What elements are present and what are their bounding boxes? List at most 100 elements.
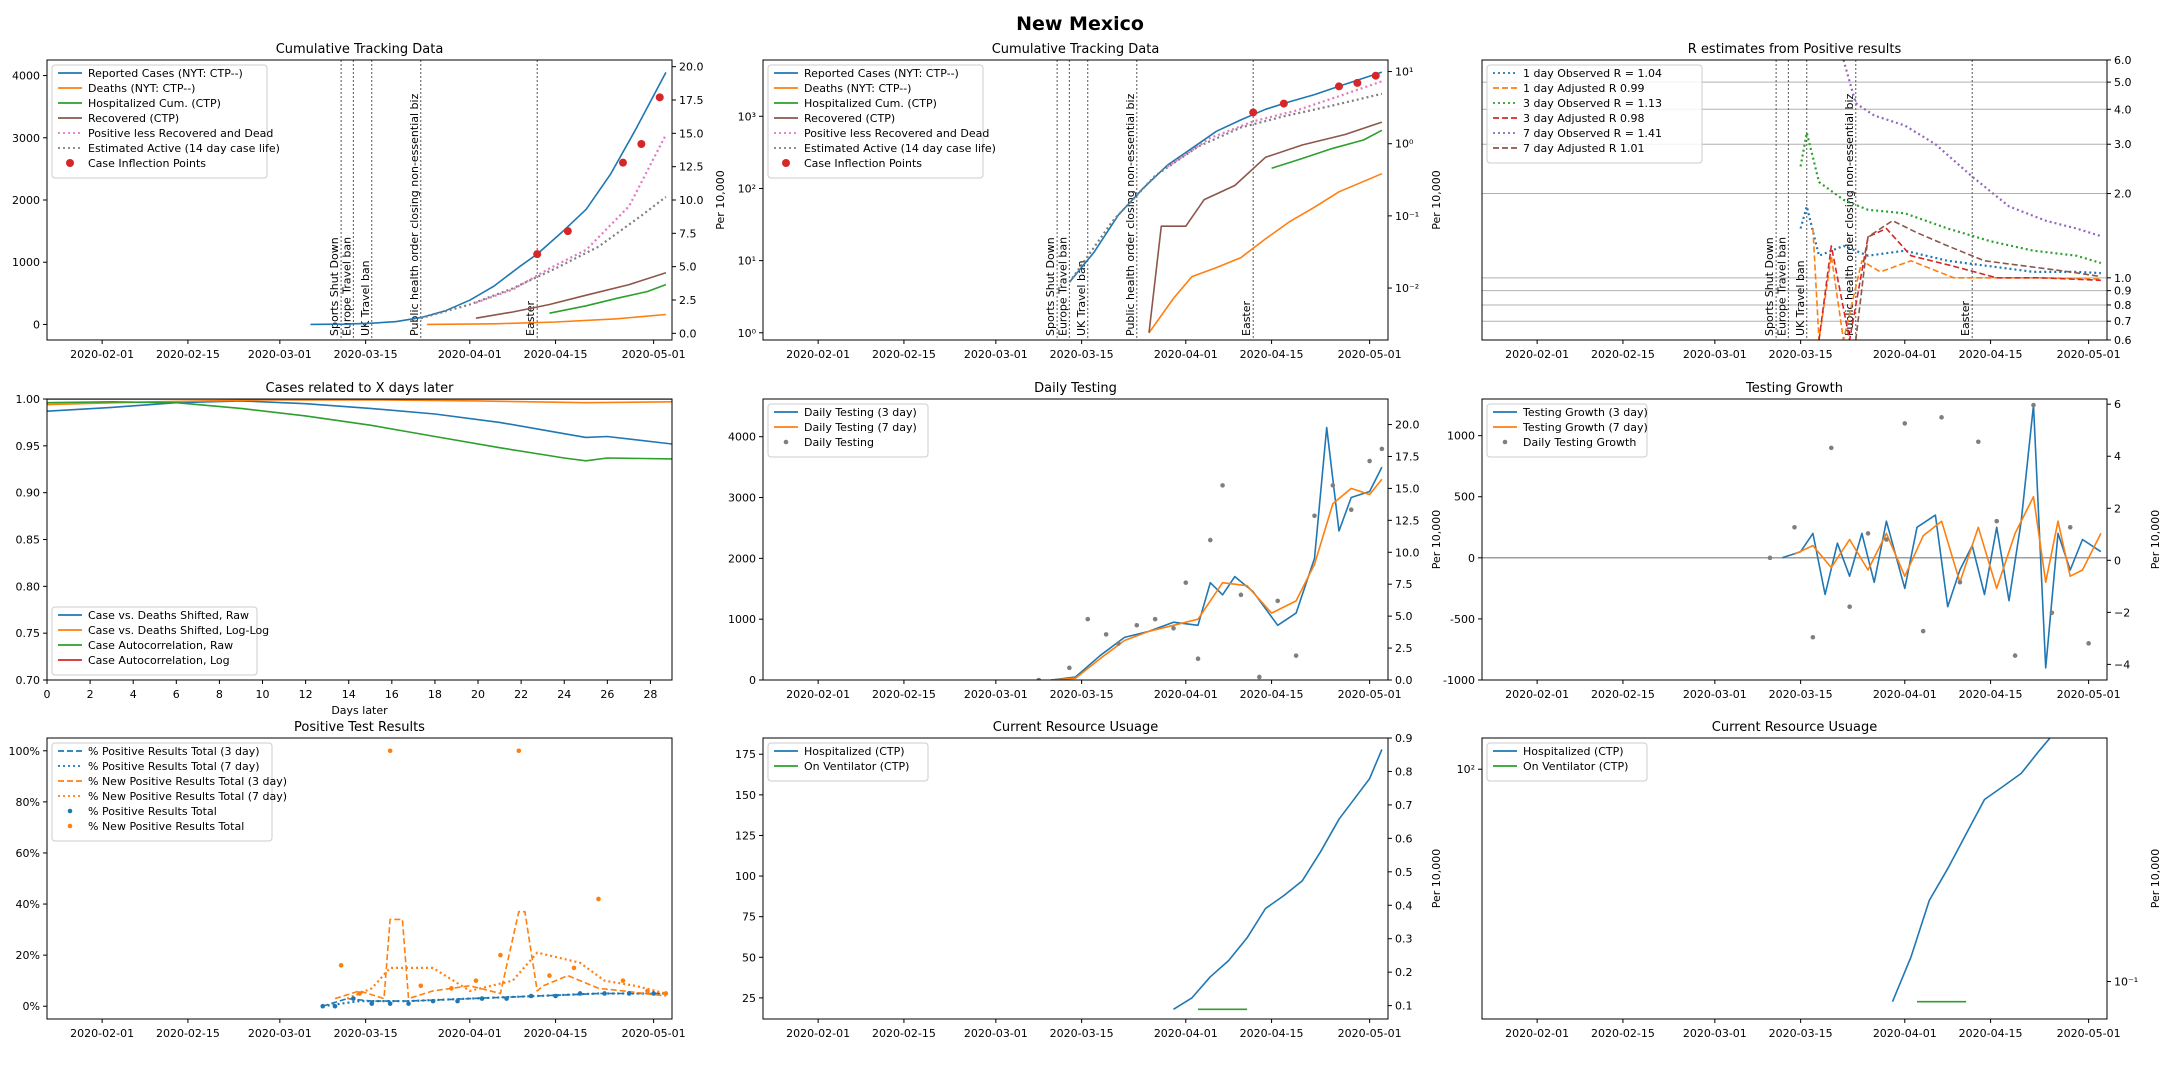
data-point — [338, 963, 344, 968]
legend-label: Case Autocorrelation, Log — [88, 654, 230, 667]
y-tick-label: 0.70 — [16, 674, 41, 687]
series-line — [1799, 205, 2101, 275]
data-point — [577, 991, 583, 996]
data-point — [651, 991, 656, 996]
y-right-tick-label: 10⁻¹ — [1395, 210, 1419, 223]
x-tick-label: 2020-04-15 — [1959, 348, 2023, 361]
y-right-tick-label: 15.0 — [679, 127, 704, 140]
x-tick-label: 2020-04-01 — [1873, 348, 1937, 361]
legend-label: 7 day Observed R = 1.41 — [1523, 127, 1662, 140]
y-right-tick-label: 7.5 — [1395, 578, 1413, 591]
data-point — [1976, 439, 1981, 445]
legend-box — [1486, 64, 1703, 164]
data-point — [1275, 598, 1281, 604]
x-tick-label: 2020-03-15 — [334, 1027, 398, 1040]
y-right-tick-label: 5.0 — [679, 261, 697, 274]
data-point — [1293, 653, 1299, 658]
event-label: UK Travel ban — [1075, 260, 1088, 336]
y-right-tick-label: 0.6 — [2114, 334, 2132, 347]
y-tick-label: 1000 — [12, 256, 40, 269]
y-right-tick-label: 5.0 — [1395, 610, 1413, 623]
data-point — [1067, 665, 1072, 671]
series-line — [1050, 426, 1383, 680]
series-line — [420, 196, 667, 320]
x-tick-label: 10 — [256, 688, 270, 701]
y-tick-label: 100 — [735, 870, 756, 883]
legend-box — [1486, 742, 1648, 782]
data-point — [498, 952, 503, 958]
y-tick-label: 1000 — [1447, 430, 1475, 443]
y-right-tick-label: 10.0 — [679, 194, 704, 207]
event-label: Europe Travel ban — [1056, 237, 1069, 336]
data-point — [1171, 626, 1176, 631]
y-right-tick-label: 4.0 — [2114, 103, 2132, 116]
legend-label: 7 day Adjusted R 1.01 — [1523, 142, 1645, 155]
chart-title: Cumulative Tracking Data — [992, 42, 1160, 57]
y-right-tick-label: 6.0 — [2114, 54, 2132, 67]
y-tick-label: 10² — [738, 182, 756, 195]
legend-label: Estimated Active (14 day case life) — [88, 142, 280, 155]
series-line — [322, 992, 666, 1008]
legend-label: 3 day Observed R = 1.13 — [1523, 97, 1662, 110]
data-point — [645, 988, 650, 994]
x-tick-label: 2020-03-15 — [1769, 348, 1833, 361]
y-tick-label: 10³ — [738, 110, 756, 123]
x-tick-label: 2020-02-01 — [786, 348, 850, 361]
y-right-tick-label: 2.0 — [2114, 188, 2132, 201]
data-point — [1957, 579, 1963, 585]
y-tick-label: -500 — [1450, 613, 1475, 626]
y-tick-label: 3000 — [12, 132, 40, 145]
event-label: UK Travel ban — [1794, 260, 1807, 336]
data-point — [406, 1001, 411, 1006]
data-point — [1902, 421, 1908, 426]
legend-label: Hospitalized Cum. (CTP) — [88, 97, 221, 110]
y-right-tick-label: 12.5 — [679, 161, 704, 174]
y-right-tick-label: 3.0 — [2114, 138, 2132, 151]
event-label: Sports Shut Down — [1044, 237, 1057, 336]
x-tick-label: 20 — [471, 688, 485, 701]
data-point — [1249, 108, 1258, 117]
chart-daily-testing: Daily Testing 2020-02-01 2020-02-15 2020-03… — [728, 381, 1443, 701]
legend: Reported Cases (NYT: CTP--) Deaths (NYT: … — [51, 64, 280, 179]
chart-resource-log: Current Resource Usuage 2020-02-01 2020-02… — [1457, 720, 2160, 1040]
legend-label: % New Positive Results Total (3 day) — [88, 775, 287, 788]
y-right-tick-label: 0.8 — [2114, 299, 2132, 312]
x-tick-label: 2020-05-01 — [1338, 348, 1402, 361]
event-label: Sports Shut Down — [1763, 237, 1776, 336]
y-right-tick-label: 12.5 — [1395, 514, 1420, 527]
chart-title: Cumulative Tracking Data — [276, 42, 444, 57]
legend-marker — [66, 159, 74, 167]
legend: 1 day Observed R = 1.04 1 day Adjusted R … — [1486, 64, 1703, 164]
y-right-tick-label: 0.2 — [1395, 966, 1413, 979]
x-tick-label: 2020-04-01 — [1154, 688, 1218, 701]
y-right-tick-label: 0.8 — [1395, 765, 1413, 778]
data-point — [1103, 632, 1109, 637]
legend-box — [767, 64, 984, 179]
x-tick-label: 2020-05-01 — [622, 348, 686, 361]
x-tick-label: 2020-03-01 — [1683, 1027, 1747, 1040]
data-point — [2049, 610, 2055, 616]
axes-frame — [762, 59, 1389, 341]
legend-label: Daily Testing (3 day) — [804, 406, 917, 419]
series-line — [1050, 478, 1383, 680]
event-label: Easter — [1240, 300, 1253, 336]
x-tick-label: 2020-03-01 — [248, 1027, 312, 1040]
axes-frame — [762, 737, 1389, 1020]
x-tick-label: 2020-03-01 — [248, 348, 312, 361]
series-line — [549, 283, 667, 314]
data-point — [1939, 415, 1944, 420]
legend: Reported Cases (NYT: CTP--) Deaths (NYT: … — [767, 64, 996, 179]
legend-marker — [782, 159, 790, 167]
plot-area — [1068, 71, 1383, 334]
x-tick-label: 2020-03-15 — [1050, 1027, 1114, 1040]
data-point — [1183, 580, 1189, 585]
y-tick-label: 0.95 — [16, 440, 41, 453]
plot-area — [320, 748, 669, 1009]
data-point — [387, 748, 393, 754]
data-point — [479, 996, 485, 1001]
y-right-tick-label: 20.0 — [679, 61, 704, 74]
y-right-tick-label: 17.5 — [679, 94, 704, 107]
data-point — [1220, 483, 1225, 488]
data-point — [357, 991, 362, 996]
data-point — [516, 748, 522, 754]
